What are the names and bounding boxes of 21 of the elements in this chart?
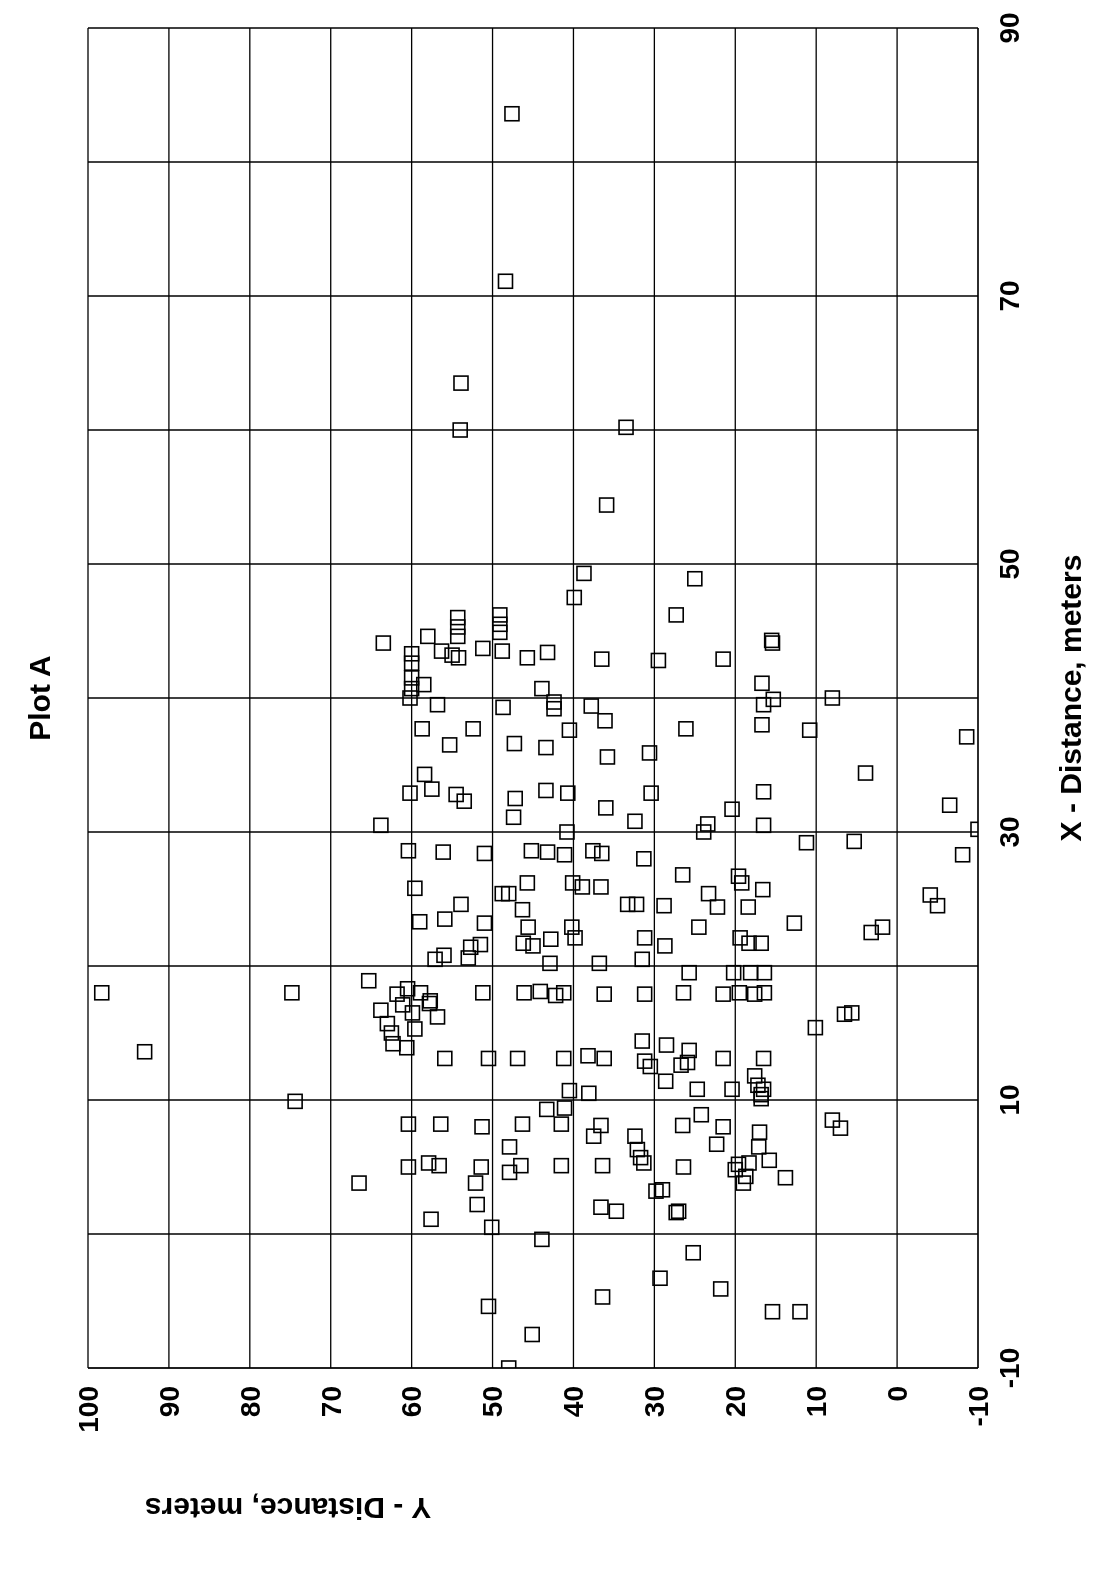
x-tick-label: 50 (477, 1386, 509, 1418)
y-tick-label: 50 (994, 548, 1025, 580)
y-tick-label: 90 (994, 12, 1025, 44)
y-tick-label: 30 (994, 816, 1025, 848)
x-axis-title: Y - Distance, meters (144, 1491, 432, 1525)
y-tick-label: 70 (994, 280, 1025, 312)
x-tick-label: 0 (881, 1386, 913, 1402)
x-tick-label: 80 (234, 1386, 266, 1418)
x-tick-label: 60 (396, 1386, 428, 1418)
x-tick-label: 40 (558, 1386, 590, 1418)
x-tick-label: 10 (800, 1386, 832, 1418)
y-tick-label: -10 (994, 1347, 1025, 1389)
x-tick-label: 90 (153, 1386, 185, 1418)
x-tick-label: 30 (639, 1386, 671, 1418)
x-tick-label: 70 (315, 1386, 347, 1418)
text: Plot A (23, 655, 56, 741)
y-tick-label: 10 (994, 1084, 1025, 1116)
x-tick-label: 20 (720, 1386, 752, 1418)
y-axis-title: X - Distance, meters (1053, 554, 1087, 842)
x-tick-label: -10 (962, 1386, 994, 1427)
x-tick-label: 100 (72, 1386, 104, 1433)
